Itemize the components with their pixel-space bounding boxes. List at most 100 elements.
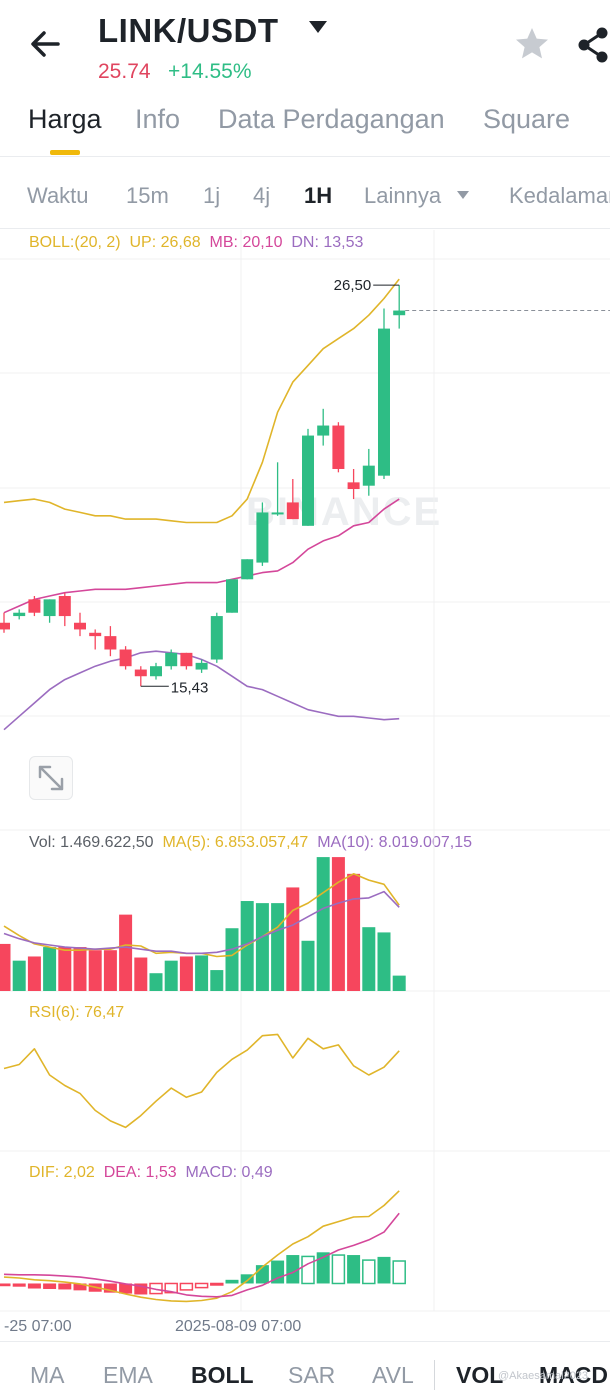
candle-body (119, 649, 132, 667)
caret-down-icon (457, 191, 469, 199)
volume-bar (362, 927, 376, 991)
candle-body (134, 669, 147, 677)
macd-histogram-bar (210, 1282, 224, 1286)
volume-bar (12, 960, 26, 991)
volume-bar (347, 873, 361, 991)
indicator-tab-avl[interactable]: AVL (372, 1362, 414, 1388)
interval-15m[interactable]: 15m (126, 183, 169, 208)
divider (434, 1360, 435, 1390)
low-price-label: 15,43 (171, 679, 209, 696)
candle-body (165, 652, 178, 667)
volume-bar (316, 857, 330, 991)
pair-title[interactable]: LINK/USDT (98, 12, 279, 49)
interval-label[interactable]: Waktu (27, 183, 89, 208)
volume-bar (179, 956, 193, 991)
macd-histogram-bar (301, 1255, 315, 1285)
candle-body (226, 579, 238, 613)
macd-histogram-bar (271, 1260, 285, 1284)
user-watermark: @Akaesamal2023 (498, 1370, 589, 1382)
binance-watermark: BINANCE (246, 490, 443, 534)
interval-4j[interactable]: 4j (253, 183, 271, 208)
volume-bar (119, 914, 133, 991)
depth-tab[interactable]: Kedalaman (509, 183, 610, 208)
rsi-label: RSI(6): 76,47 (29, 1004, 125, 1021)
macd-histogram-bar (0, 1283, 11, 1287)
macd-histogram-bar (164, 1282, 178, 1294)
interval-more[interactable]: Lainnya (364, 183, 442, 208)
macd-histogram-bar (347, 1255, 361, 1284)
vol-label: Vol: 1.469.622,50 (29, 834, 154, 851)
star-icon[interactable] (512, 24, 552, 64)
x-axis-label: -25 07:00 (4, 1318, 72, 1335)
volume-bar (88, 950, 102, 991)
macd-histogram-bar (240, 1274, 254, 1284)
divider (0, 228, 610, 229)
boll-dn: DN: 13,53 (291, 234, 364, 251)
volume-bar (240, 901, 254, 991)
candle-body (74, 622, 86, 630)
back-arrow-icon[interactable] (26, 26, 66, 62)
vol-ma10: MA(10): 8.019.007,15 (317, 834, 472, 851)
indicator-tab-macd[interactable]: MACD (539, 1362, 608, 1388)
volume-bar (134, 957, 148, 991)
macd-histogram-bar (286, 1255, 300, 1284)
volume-bar (210, 970, 224, 991)
macd-value: MACD: 0,49 (185, 1164, 273, 1181)
volume-bar (392, 975, 406, 991)
indicator-tab-sar[interactable]: SAR (288, 1362, 336, 1388)
volume-bar (331, 857, 345, 991)
caret-down-icon[interactable] (307, 18, 329, 36)
candle-body (150, 666, 162, 677)
macd-histogram-bar (12, 1283, 26, 1287)
indicator-tab-vol[interactable]: VOL (456, 1362, 504, 1388)
macd-histogram-bar (119, 1283, 133, 1294)
last-price: 25.74 (98, 60, 151, 83)
volume-bar (58, 947, 72, 991)
macd-dif-line (3, 1190, 400, 1303)
expand-chart-button[interactable] (29, 756, 73, 800)
boll-upper-line (3, 278, 400, 524)
volume-bar (286, 887, 300, 991)
macd-dif: DIF: 2,02 (29, 1164, 95, 1181)
candle-body (13, 612, 26, 617)
volume-bar (27, 956, 41, 991)
candle-body (378, 328, 390, 476)
boll-up: UP: 26,68 (129, 234, 201, 251)
macd-histogram-bar (103, 1283, 117, 1293)
macd-histogram-bar (392, 1260, 406, 1285)
candle-body (317, 425, 330, 436)
tab-info[interactable]: Info (135, 104, 181, 134)
x-axis-label: 2025-08-09 07:00 (175, 1318, 302, 1335)
indicator-tab-ema[interactable]: EMA (103, 1362, 153, 1388)
candle-body (104, 636, 117, 650)
volume-bar (0, 943, 11, 991)
rsi-line (3, 1033, 400, 1129)
candle-body (180, 652, 193, 667)
share-icon[interactable] (576, 26, 610, 64)
macd-dea-line (3, 1212, 400, 1298)
macd-histogram-bar (194, 1282, 209, 1289)
tab-harga[interactable]: Harga (28, 104, 102, 134)
volume-bar (195, 955, 209, 991)
interval-1h[interactable]: 1H (304, 183, 333, 208)
volume-ma10-line (3, 890, 400, 955)
boll-label: BOLL:(20, 2) (29, 234, 121, 251)
tab-square[interactable]: Square (483, 104, 571, 134)
macd-histogram-bar (377, 1256, 391, 1284)
volume-bar (377, 932, 391, 991)
macd-histogram-bar (331, 1254, 346, 1285)
candle-body (195, 662, 208, 670)
macd-histogram-bar (58, 1283, 72, 1290)
candle-body (89, 632, 102, 637)
macd-histogram-bar (43, 1283, 57, 1289)
macd-dea: DEA: 1,53 (103, 1164, 177, 1181)
indicator-tab-ma[interactable]: MA (30, 1362, 65, 1388)
boll-mb: MB: 20,10 (209, 234, 283, 251)
candle-body (241, 559, 254, 580)
interval-1j[interactable]: 1j (203, 183, 221, 208)
indicator-tab-boll[interactable]: BOLL (191, 1362, 254, 1388)
active-tab-indicator (50, 150, 80, 155)
divider (0, 156, 610, 157)
tab-data-perdagangan[interactable]: Data Perdagangan (218, 104, 445, 134)
